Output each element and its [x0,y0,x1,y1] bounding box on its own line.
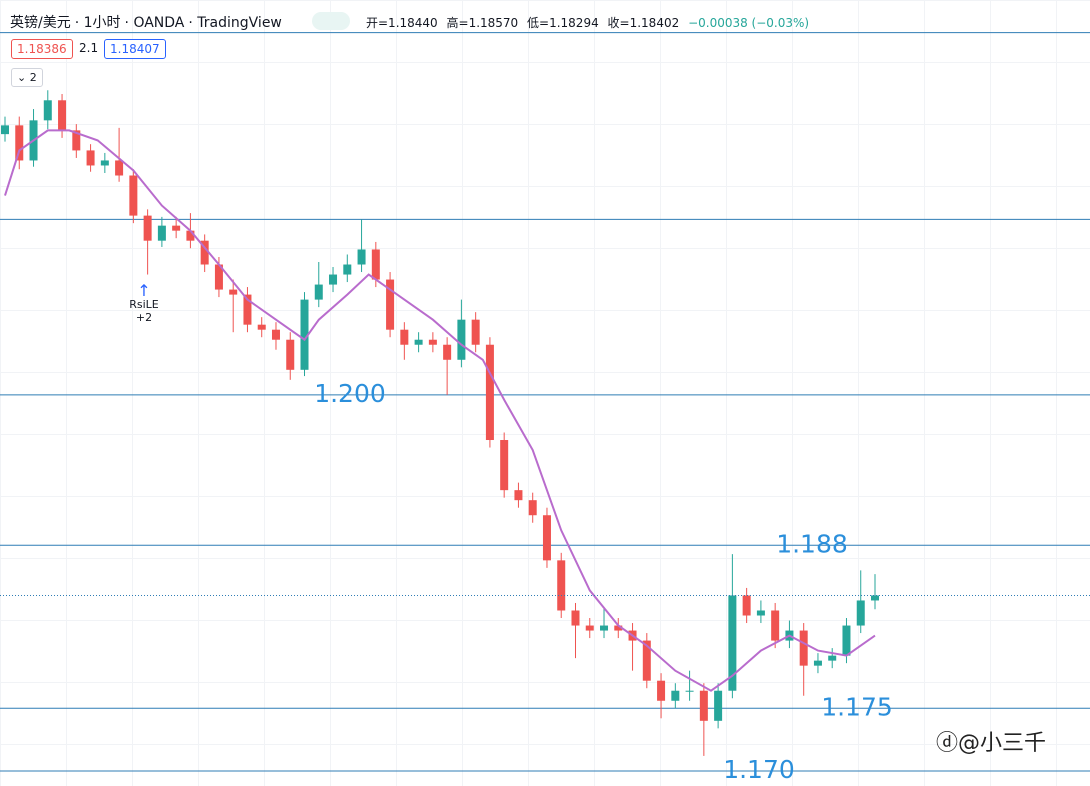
candle-body [86,150,95,166]
candle-body [714,690,723,721]
broker: OANDA [133,15,185,31]
candle-body [243,294,252,325]
candle-body [585,625,594,631]
candle-body [314,284,323,300]
candle-body [671,690,680,701]
level-label: 1.170 [723,755,795,784]
candle-body [58,100,67,131]
candle-body [200,240,209,265]
symbol-header: 英镑/美元 · 1小时 · OANDA · TradingView [10,15,282,31]
candle-body [485,344,494,441]
candle-body [286,339,295,370]
low-value: 低=1.18294 [527,16,599,30]
candle-body [400,329,409,345]
candle-body [428,339,437,345]
candle-body [143,215,152,241]
candle-body [300,299,309,370]
candle-body [828,655,837,661]
sell-price[interactable]: 1.18386 [11,39,73,59]
spread: 2.1 [74,39,104,57]
candle-body [500,440,509,491]
candle-body [100,160,109,166]
candle-body [685,690,694,692]
candle-body [414,339,423,345]
candle-body [742,595,751,616]
interval[interactable]: 1小时 [83,15,121,31]
candle-body [229,289,238,295]
candle-body [571,610,580,626]
candle-body [371,249,380,280]
candle-body [528,500,537,516]
candle-body [72,130,81,151]
candle-body [1,125,9,135]
level-label: 1.175 [821,692,893,721]
candle-body [614,625,623,631]
candle-body [600,625,609,631]
candle-body [699,690,708,721]
candle-body [443,344,452,360]
candle-body [799,630,808,666]
candle-body [129,175,138,216]
candle-body [271,329,280,340]
candle-body [756,610,765,616]
signal-name: RsiLE [129,298,159,311]
candle-body [514,490,523,501]
candle-body [172,225,181,231]
candle-body [115,160,124,176]
candle-body [842,625,851,656]
candle-body [157,225,166,241]
candle-body [557,560,566,611]
candle-body [856,600,865,626]
close-value: 收=1.18402 [607,16,680,30]
candle-body [329,274,338,285]
moving-average [4,129,876,692]
symbol[interactable]: 英镑/美元 [10,15,71,31]
signal-qty: +2 [135,311,153,324]
candle-body [186,230,195,241]
open-value: 开=1.18440 [366,16,438,30]
watermark: ⓓ@小三千 [936,731,1047,756]
candle-body [43,100,52,121]
candle-body [771,610,780,641]
ohlc-values: 开=1.18440 高=1.18570 低=1.18294 收=1.18402 … [366,14,814,31]
signal-arrow: ↑ [137,281,151,300]
high-value: 高=1.18570 [446,16,519,30]
collapse-count: 2 [29,71,37,84]
candle-body [357,249,366,265]
candle-body [257,324,266,330]
level-label: 1.200 [314,379,386,408]
candle-body [657,680,666,701]
candle-body [542,515,551,561]
candle-body [15,125,24,161]
buy-price[interactable]: 1.18407 [104,39,166,59]
change-value: −0.00038 (−0.03%) [688,16,810,30]
candle-body [728,595,737,691]
candle-body [471,319,480,345]
candle-body [642,640,651,681]
candle-body [871,595,879,601]
platform: TradingView [197,15,282,31]
candle-body [386,279,395,330]
candle-body [813,660,822,666]
collapse-button[interactable]: ⌄ 2 [11,68,43,87]
candle-body [343,264,352,275]
level-label: 1.188 [776,529,848,558]
candle-body [214,264,223,290]
status-pill[interactable] [312,12,350,30]
candle-body [457,319,466,360]
watermark-text: @小三千 [958,731,1047,756]
signal-marker: ↑ RsiLE +2 [124,281,164,325]
